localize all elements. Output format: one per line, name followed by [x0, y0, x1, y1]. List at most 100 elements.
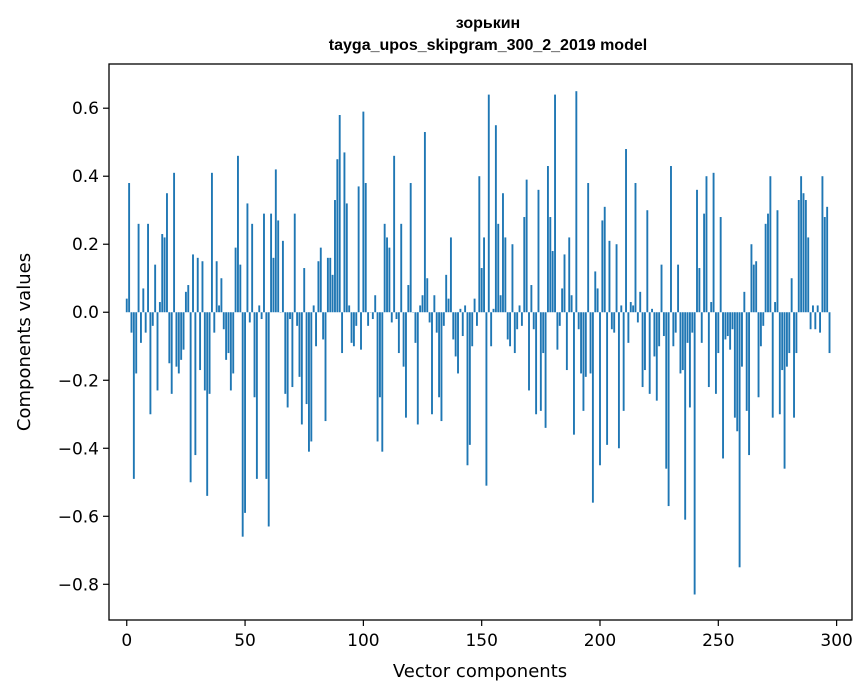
- bar-108: [381, 312, 384, 452]
- bar-212: [627, 312, 630, 343]
- bar-106: [376, 312, 379, 442]
- bar-24: [182, 312, 185, 350]
- bar-173: [535, 312, 538, 415]
- bar-42: [225, 312, 228, 360]
- bar-283: [795, 312, 798, 354]
- x-tick-label: 150: [465, 631, 497, 651]
- x-tick-label: 50: [234, 631, 256, 651]
- bar-296: [826, 206, 829, 313]
- bar-274: [774, 302, 777, 313]
- bar-169: [525, 179, 528, 313]
- bar-164: [513, 312, 516, 354]
- bar-6: [140, 312, 142, 343]
- bar-16: [163, 237, 166, 313]
- bar-191: [577, 312, 580, 330]
- bar-116: [400, 223, 403, 313]
- bar-25: [184, 291, 187, 313]
- bar-131: [435, 312, 438, 333]
- bar-101: [364, 183, 367, 313]
- bar-264: [750, 244, 753, 313]
- bar-189: [573, 312, 575, 435]
- bar-242: [698, 268, 701, 313]
- bar-79: [312, 305, 315, 313]
- bar-269: [762, 312, 765, 326]
- bar-48: [239, 264, 242, 313]
- bar-174: [537, 189, 540, 313]
- bar-14: [158, 302, 161, 313]
- bar-38: [215, 261, 218, 313]
- bar-4: [135, 312, 138, 374]
- bar-34: [206, 312, 209, 496]
- y-tick-label: 0.6: [72, 99, 99, 119]
- bar-50: [244, 312, 246, 513]
- bar-140: [457, 312, 459, 374]
- bar-182: [556, 312, 559, 350]
- bar-46: [234, 247, 237, 313]
- bar-125: [421, 295, 424, 313]
- bar-231: [672, 312, 675, 347]
- bar-225: [658, 312, 661, 347]
- bar-41: [222, 312, 225, 330]
- bar-195: [587, 183, 590, 313]
- bar-272: [769, 176, 772, 313]
- bar-220: [646, 210, 649, 313]
- bar-251: [719, 217, 722, 313]
- bar-45: [232, 312, 235, 374]
- bar-295: [823, 217, 826, 313]
- bar-236: [684, 312, 687, 520]
- bar-81: [317, 261, 320, 313]
- bar-226: [660, 264, 663, 313]
- bar-98: [357, 186, 360, 313]
- bar-250: [717, 312, 720, 354]
- bar-267: [757, 312, 760, 398]
- bar-35: [208, 312, 211, 394]
- bar-2: [130, 312, 133, 333]
- bar-179: [549, 217, 552, 313]
- bar-85: [326, 257, 329, 313]
- bar-70: [291, 312, 294, 388]
- bar-228: [665, 312, 668, 469]
- bar-1: [128, 183, 131, 313]
- bar-208: [617, 312, 620, 449]
- bar-204: [608, 240, 611, 313]
- bar-254: [726, 312, 729, 337]
- bar-68: [286, 312, 289, 408]
- bar-155: [492, 308, 495, 313]
- bar-270: [764, 223, 767, 313]
- bar-118: [405, 312, 407, 418]
- bar-147: [473, 298, 476, 313]
- x-axis-ticks: 0 50 100 150 200 250 300: [121, 620, 853, 651]
- bar-117: [402, 312, 405, 367]
- bar-95: [350, 312, 353, 343]
- bar-201: [601, 220, 604, 313]
- bar-186: [565, 312, 568, 371]
- bar-36: [210, 172, 213, 313]
- bar-165: [516, 312, 519, 330]
- bar-265: [752, 264, 755, 313]
- bar-290: [812, 305, 814, 313]
- bar-29: [194, 312, 197, 456]
- bar-87: [331, 274, 334, 313]
- bar-211: [625, 149, 627, 313]
- bar-239: [691, 312, 694, 333]
- bar-138: [452, 312, 455, 340]
- bar-130: [433, 295, 436, 313]
- bar-197: [591, 312, 594, 503]
- bar-28: [192, 254, 194, 313]
- bar-187: [568, 237, 571, 313]
- bar-88: [334, 200, 336, 313]
- bar-260: [741, 312, 743, 367]
- bar-185: [563, 254, 566, 313]
- bar-128: [428, 312, 431, 323]
- bar-157: [497, 223, 500, 313]
- bar-60: [267, 312, 270, 527]
- bar-171: [530, 285, 533, 313]
- bar-256: [731, 312, 734, 330]
- bar-129: [431, 312, 433, 415]
- bar-17: [166, 193, 168, 313]
- bar-259: [738, 312, 741, 568]
- bar-8: [144, 312, 147, 333]
- bar-40: [220, 278, 223, 313]
- y-tick-label: 0.2: [72, 235, 99, 255]
- bar-102: [367, 312, 370, 326]
